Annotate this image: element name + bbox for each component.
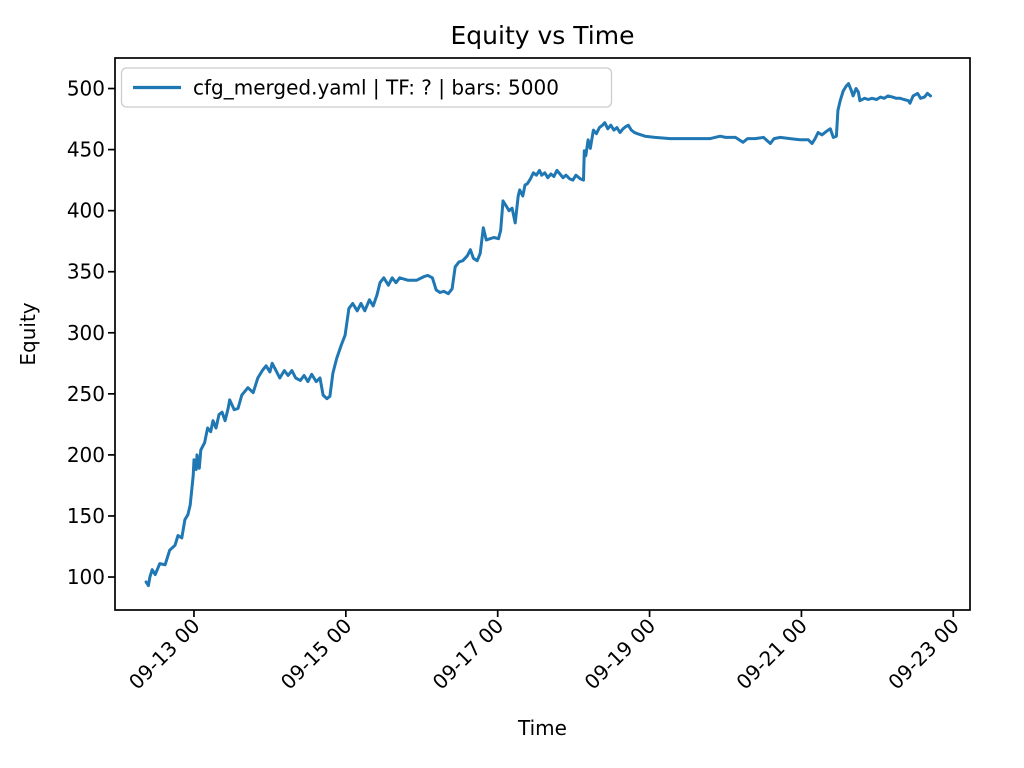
y-tick-label: 300 [67, 321, 105, 345]
y-axis-label: Equity [16, 302, 40, 365]
x-tick-label: 09-21 00 [731, 614, 812, 695]
axes-frame [114, 57, 971, 611]
equity-series-line [144, 82, 932, 588]
x-tick-label: 09-17 00 [428, 614, 509, 695]
x-axis-label: Time [517, 716, 567, 740]
y-tick-label: 100 [67, 565, 105, 589]
y-tick-label: 500 [67, 77, 105, 101]
chart-title: Equity vs Time [451, 21, 635, 50]
y-tick-label: 350 [67, 260, 105, 284]
y-tick-label: 250 [67, 382, 105, 406]
y-tick-label: 150 [67, 504, 105, 528]
x-tick-label: 09-13 00 [124, 614, 205, 695]
x-axis-ticks: 09-13 00 09-15 00 09-17 00 09-19 00 09-21 00… [124, 610, 964, 694]
legend-box [120, 67, 613, 108]
x-tick-label: 09-15 00 [276, 614, 357, 695]
x-tick-label: 09-19 00 [580, 614, 661, 695]
legend-label: cfg_merged.yaml | TF: ? | bars: 5000 [193, 76, 559, 100]
y-tick-label: 400 [67, 199, 105, 223]
y-axis-ticks: 100 150 200 250 300 350 400 450 500 [67, 77, 115, 589]
y-tick-label: 200 [67, 443, 105, 467]
y-tick-label: 450 [67, 138, 105, 162]
legend: cfg_merged.yaml | TF: ? | bars: 5000 [120, 67, 613, 108]
x-tick-label: 09-23 00 [883, 614, 964, 695]
